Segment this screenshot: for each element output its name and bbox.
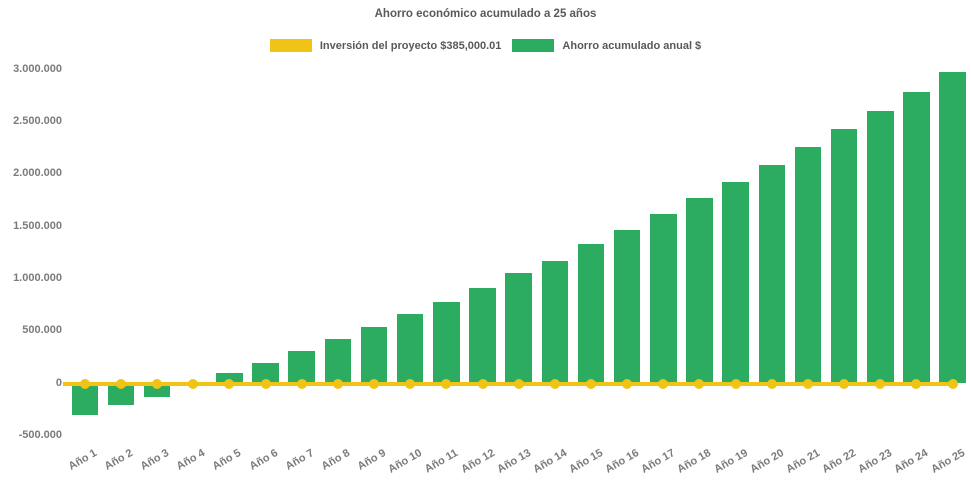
y-tick-label: -500.000 (18, 428, 62, 441)
line-marker-icon (694, 378, 705, 389)
line-marker-icon (79, 378, 90, 389)
line-marker-icon (260, 378, 271, 389)
y-tick-label: 500.000 (22, 324, 62, 337)
line-marker-icon (658, 378, 669, 389)
line-marker-icon (513, 378, 524, 389)
line-marker-icon (405, 378, 416, 389)
line-marker-icon (947, 378, 958, 389)
line-marker-icon (875, 378, 886, 389)
y-tick-label: 0 (55, 376, 62, 389)
y-tick-label: 1.000.000 (13, 271, 62, 284)
line-marker-icon (296, 378, 307, 389)
bar (758, 165, 786, 383)
bar (252, 363, 279, 383)
bar (830, 128, 858, 383)
line-marker-icon (224, 378, 235, 389)
line-marker-icon (549, 378, 560, 389)
line-marker-icon (730, 378, 741, 389)
bar (650, 213, 677, 383)
chart-title: Ahorro económico acumulado a 25 años (374, 8, 597, 20)
bar (143, 383, 171, 397)
line-marker-icon (332, 378, 343, 389)
bar (613, 230, 641, 383)
bar (288, 351, 315, 383)
investment-line (63, 381, 957, 386)
legend-item-investment: Inversión del proyecto $385,000.01 (269, 39, 502, 52)
line-marker-icon (839, 378, 850, 389)
bar (469, 287, 496, 383)
legend: Inversión del proyecto $385,000.01 Ahorr… (0, 39, 971, 52)
bar (686, 197, 713, 383)
bar (794, 147, 822, 383)
bar (505, 273, 532, 383)
bar (360, 327, 388, 383)
bar (396, 313, 424, 383)
bar (867, 111, 894, 383)
line-marker-icon (369, 378, 380, 389)
bar (939, 71, 966, 383)
line-marker-icon (585, 378, 596, 389)
y-tick-label: 2.000.000 (13, 167, 62, 180)
bar (324, 339, 352, 383)
bar (903, 92, 930, 383)
bar (107, 383, 135, 405)
line-marker-icon (152, 378, 163, 389)
line-marker-icon (911, 378, 922, 389)
line-marker-icon (802, 378, 813, 389)
bar (577, 243, 605, 383)
bar (433, 301, 460, 383)
y-tick-label: 3.000.000 (13, 62, 62, 75)
legend-item-savings: Ahorro acumulado anual $ (512, 39, 701, 52)
line-marker-icon (622, 378, 633, 389)
line-marker-icon (441, 378, 452, 389)
line-marker-icon (766, 378, 777, 389)
bar (722, 182, 749, 383)
y-tick-label: 2.500.000 (13, 115, 62, 127)
line-marker-icon (115, 378, 126, 389)
y-tick-label: 1.500.000 (13, 219, 62, 232)
line-marker-icon (188, 378, 199, 389)
line-marker-icon (477, 378, 488, 389)
bar (541, 261, 569, 383)
legend-label-savings: Ahorro acumulado anual $ (562, 39, 702, 52)
legend-swatch-investment-icon (269, 39, 312, 52)
legend-label-investment: Inversión del proyecto $385,000.01 (319, 39, 502, 52)
bar (216, 373, 243, 383)
legend-swatch-savings-icon (512, 39, 555, 52)
